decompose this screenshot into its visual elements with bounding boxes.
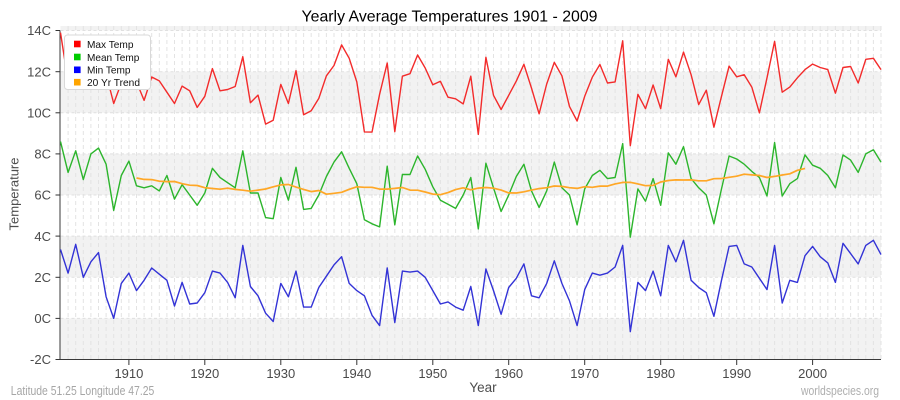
svg-text:1910: 1910 — [114, 366, 143, 381]
svg-text:20 Yr Trend: 20 Yr Trend — [87, 77, 140, 89]
svg-text:1980: 1980 — [646, 366, 675, 381]
svg-text:1990: 1990 — [722, 366, 751, 381]
svg-text:4C: 4C — [34, 229, 51, 244]
svg-text:2C: 2C — [34, 270, 51, 285]
svg-text:12C: 12C — [27, 64, 51, 79]
svg-text:1950: 1950 — [418, 366, 447, 381]
svg-text:worldspecies.org: worldspecies.org — [800, 384, 879, 398]
svg-text:1930: 1930 — [266, 366, 295, 381]
svg-text:Year: Year — [469, 380, 497, 395]
svg-text:Min Temp: Min Temp — [87, 65, 131, 77]
svg-text:Mean Temp: Mean Temp — [87, 52, 139, 64]
svg-text:1940: 1940 — [342, 366, 371, 381]
svg-text:0C: 0C — [34, 311, 51, 326]
svg-text:Max Temp: Max Temp — [87, 39, 134, 51]
svg-text:-2C: -2C — [30, 352, 51, 367]
svg-text:1920: 1920 — [190, 366, 219, 381]
svg-text:Yearly Average Temperatures 19: Yearly Average Temperatures 1901 - 2009 — [302, 8, 598, 25]
svg-text:10C: 10C — [27, 106, 51, 121]
svg-text:6C: 6C — [34, 188, 51, 203]
svg-text:1960: 1960 — [494, 366, 523, 381]
svg-text:14C: 14C — [27, 23, 51, 38]
svg-text:Latitude 51.25 Longitude 47.25: Latitude 51.25 Longitude 47.25 — [11, 384, 155, 398]
svg-text:Temperature: Temperature — [7, 158, 22, 231]
svg-text:1970: 1970 — [570, 366, 599, 381]
svg-text:2000: 2000 — [798, 366, 827, 381]
svg-text:8C: 8C — [34, 147, 51, 162]
